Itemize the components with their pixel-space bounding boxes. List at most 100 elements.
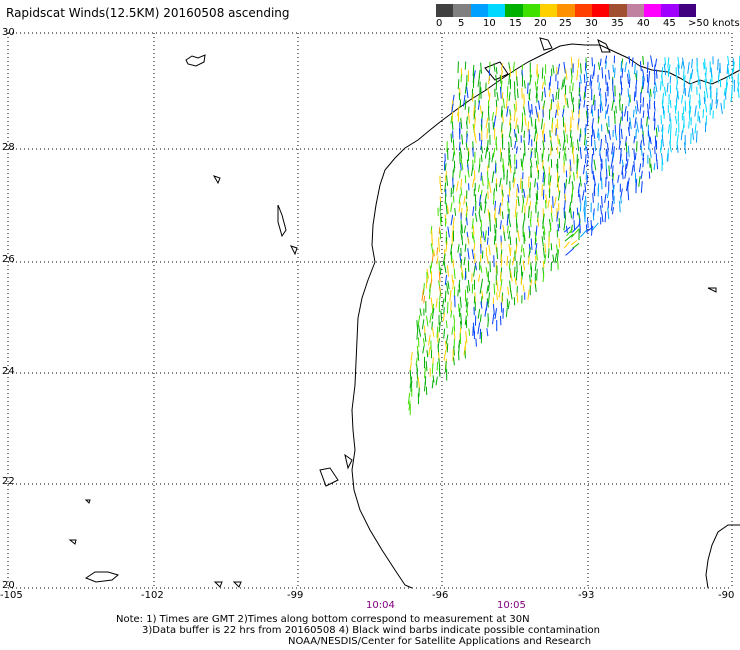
wind-barb xyxy=(642,69,645,81)
wind-barb xyxy=(550,99,553,110)
wind-barb xyxy=(509,236,512,246)
wind-barb xyxy=(604,211,607,223)
wind-barb xyxy=(639,61,642,72)
wind-barb xyxy=(444,163,447,171)
wind-barb xyxy=(477,76,481,87)
wind-barb xyxy=(583,134,586,146)
wind-barb xyxy=(481,175,484,187)
wind-barb xyxy=(555,244,559,254)
wind-barb xyxy=(445,283,449,295)
wind-barb xyxy=(554,196,557,206)
wind-barb xyxy=(727,55,730,66)
wind-barb xyxy=(409,369,412,382)
wind-barb xyxy=(516,88,519,99)
wind-barb xyxy=(499,177,502,188)
wind-barb xyxy=(598,88,602,96)
lat-label-24: 24 xyxy=(2,366,15,377)
lat-label-26: 26 xyxy=(2,254,15,265)
wind-barb xyxy=(627,145,630,158)
colorbar-label: 5 xyxy=(458,18,465,29)
wind-barb xyxy=(571,180,574,190)
wind-barb xyxy=(471,93,474,102)
wind-barb xyxy=(601,195,603,208)
wind-barb xyxy=(675,100,678,110)
wind-barb xyxy=(570,136,573,148)
wind-barb xyxy=(579,94,582,102)
wind-barb xyxy=(543,226,546,235)
wind-barb xyxy=(604,74,607,85)
wind-barb xyxy=(451,274,454,283)
wind-barb xyxy=(484,201,487,214)
wind-barb xyxy=(508,141,511,153)
wind-barb xyxy=(480,139,483,150)
wind-barb xyxy=(502,98,505,109)
wind-barb xyxy=(557,224,560,232)
wind-barb xyxy=(641,134,645,146)
wind-barb xyxy=(620,195,622,204)
wind-barb xyxy=(484,230,487,243)
wind-barb xyxy=(556,211,559,222)
island-outline xyxy=(344,453,353,470)
colorbar-swatch xyxy=(661,4,679,17)
wind-barb xyxy=(619,92,621,101)
wind-barb xyxy=(446,343,449,353)
wind-barb xyxy=(691,128,695,140)
wind-barb xyxy=(451,226,455,237)
wind-barb xyxy=(487,319,489,328)
wind-barb xyxy=(513,109,516,122)
wind-barb xyxy=(447,226,450,238)
island-outline xyxy=(185,54,206,67)
island-outline xyxy=(213,581,223,588)
island-outline xyxy=(232,581,242,588)
wind-barb xyxy=(552,64,555,74)
wind-barb xyxy=(715,99,719,109)
wind-barb xyxy=(642,110,645,119)
wind-barb xyxy=(542,247,545,258)
wind-barb xyxy=(558,238,561,248)
wind-barb xyxy=(550,212,553,222)
pass-time-2: 10:05 xyxy=(497,600,526,611)
wind-barb xyxy=(544,243,547,254)
wind-barb xyxy=(552,93,555,103)
wind-barb xyxy=(431,307,435,320)
colorbar-label: 0 xyxy=(436,18,443,29)
wind-barb xyxy=(690,68,694,80)
wind-barb xyxy=(451,121,454,130)
wind-barb xyxy=(461,134,464,145)
wind-barb xyxy=(537,112,540,123)
wind-barb xyxy=(607,207,610,220)
wind-barb xyxy=(440,310,443,321)
wind-barb xyxy=(703,90,706,102)
wind-barb xyxy=(444,170,448,182)
wind-barb xyxy=(610,157,614,169)
wind-barb xyxy=(522,247,525,258)
wind-barb xyxy=(538,100,541,110)
lon-label-99: -99 xyxy=(287,590,304,601)
wind-barb xyxy=(499,220,502,230)
note-line-1: Note: 1) Times are GMT 2)Times along bot… xyxy=(116,614,530,625)
wind-barb xyxy=(462,94,466,107)
wind-barb xyxy=(474,133,477,144)
wind-barb xyxy=(579,63,582,74)
wind-barb xyxy=(611,165,614,177)
wind-barb xyxy=(452,151,455,162)
wind-barb xyxy=(516,76,518,87)
wind-barb xyxy=(737,88,740,98)
wind-barb xyxy=(550,205,553,214)
wind-barb xyxy=(528,247,531,258)
wind-barb xyxy=(586,226,594,233)
wind-barb xyxy=(523,106,526,116)
wind-barb xyxy=(563,182,566,191)
colorbar-label: 20 xyxy=(534,18,547,29)
wind-barb xyxy=(642,55,645,65)
wind-barb xyxy=(624,136,628,146)
wind-barb xyxy=(445,202,448,215)
wind-barb xyxy=(508,91,511,102)
wind-barb xyxy=(649,148,652,158)
wind-barb xyxy=(457,106,460,117)
wind-barb xyxy=(485,117,489,129)
wind-barb xyxy=(515,211,518,220)
wind-barb xyxy=(547,248,550,259)
wind-barb xyxy=(446,175,449,186)
wind-barb xyxy=(515,146,518,154)
